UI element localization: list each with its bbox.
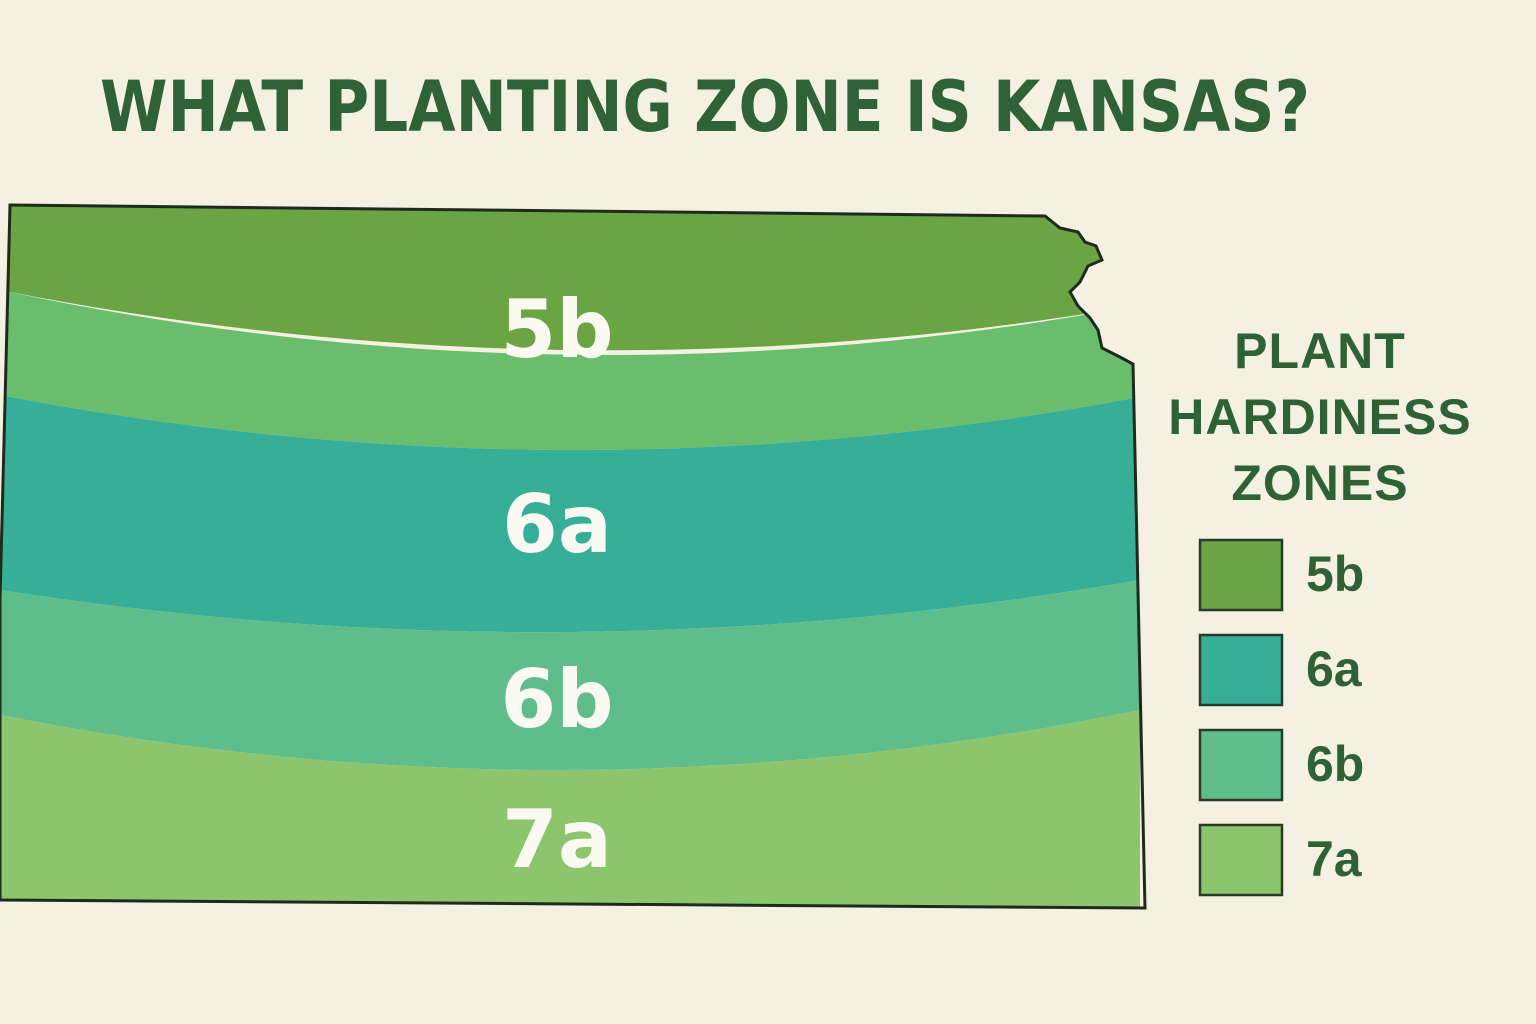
legend-swatch <box>1198 538 1284 612</box>
zone-band <box>0 395 1140 633</box>
state-outline <box>0 203 1147 910</box>
legend-label: 5b <box>1306 546 1364 602</box>
legend-label: 6a <box>1306 641 1363 697</box>
zone-band <box>0 205 1140 351</box>
title: WHAT PLANTING ZONE IS KANSAS? <box>100 66 1310 148</box>
zone-label: 6b <box>501 653 614 746</box>
legend-swatch <box>1198 728 1284 802</box>
zone-band <box>0 710 1140 908</box>
zone-label: 7a <box>502 793 612 886</box>
legend-swatch <box>1198 633 1284 707</box>
zone-label: 6a <box>502 478 612 571</box>
zone-band <box>0 580 1140 771</box>
legend-title: PLANT HARDINESS ZONES <box>1168 323 1472 511</box>
zone-label: 5b <box>501 283 614 376</box>
legend-label: 7a <box>1306 831 1363 887</box>
legend-swatch <box>1198 823 1284 897</box>
legend: 5b 6a 6b 7a <box>1198 538 1364 897</box>
legend-label: 6b <box>1306 736 1364 792</box>
zone-bands <box>0 205 1140 908</box>
transition-band <box>0 290 1140 451</box>
